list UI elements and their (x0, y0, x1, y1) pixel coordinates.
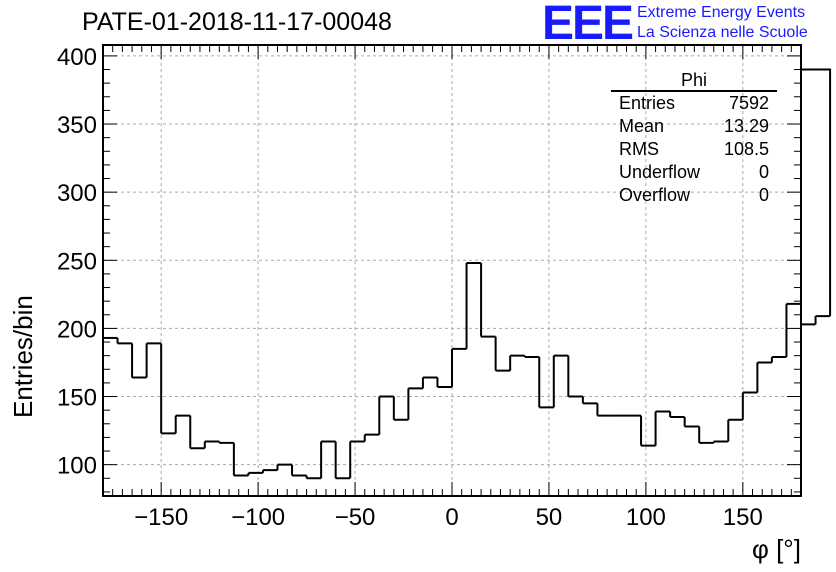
x-axis-label: φ [°] (752, 534, 801, 564)
y-axis-label: Entries/bin (8, 295, 38, 418)
histogram-bars (103, 68, 832, 480)
stats-row-overflow: Overflow 0 (611, 184, 777, 207)
chart-title: PATE-01-2018-11-17-00048 (82, 8, 392, 36)
x-tick-label: −100 (231, 504, 285, 531)
stats-label: Overflow (619, 185, 691, 205)
stats-value: 7592 (728, 93, 769, 113)
y-tick-label: 350 (57, 112, 97, 139)
histogram-bin (160, 343, 176, 435)
histogram-bin (436, 377, 452, 388)
histogram-bin (276, 463, 293, 471)
y-tick-labels: 100 150 200 250 300 350 400 (57, 44, 97, 480)
histogram-bin (203, 440, 220, 449)
stats-row-mean: Mean 13.29 (611, 115, 777, 138)
histogram-bin (189, 415, 205, 450)
x-tick-label: 50 (536, 504, 563, 531)
histogram-bin (232, 442, 249, 477)
stats-row-rms: RMS 108.5 (611, 138, 777, 161)
axis-ticks (103, 45, 801, 496)
histogram-bin (174, 414, 191, 434)
histogram-bin (538, 357, 554, 409)
histogram-bin (334, 441, 351, 480)
histogram-bin (640, 415, 656, 447)
histogram-bin (741, 391, 758, 420)
stats-box: Phi Entries 7592 Mean 13.29 RMS 108.5 Un… (611, 70, 777, 207)
stats-value: 0 (758, 162, 769, 182)
histogram-bin (392, 396, 409, 421)
histogram-bin (581, 396, 598, 405)
histogram-bin (421, 376, 438, 389)
histogram-bin (131, 343, 147, 379)
histogram-bin (247, 471, 263, 476)
y-tick-label: 200 (57, 316, 97, 343)
x-tick-label: 150 (723, 504, 763, 531)
histogram-bin (218, 441, 234, 444)
histogram-bin (800, 303, 816, 326)
histogram-bin (407, 387, 423, 420)
x-tick-label: −150 (134, 504, 188, 531)
histogram-bin (654, 410, 671, 446)
logo-caption-line1: Extreme Energy Events (637, 4, 806, 21)
histogram-bin (480, 263, 496, 338)
histogram-bin (320, 440, 336, 479)
y-tick-label: 150 (57, 385, 97, 412)
histogram-bin (785, 302, 801, 358)
x-tick-label: 100 (626, 504, 666, 531)
histogram-bin (712, 440, 729, 443)
eee-logo: EEE (542, 0, 634, 50)
histogram-bin (494, 336, 511, 372)
histogram-bin (349, 440, 365, 479)
x-tick-labels: −150 −100 −50 0 50 100 150 (134, 504, 763, 531)
histogram-bin (116, 337, 133, 345)
histogram-bin (363, 433, 380, 442)
histogram-bin (145, 342, 162, 378)
y-tick-label: 100 (57, 453, 97, 480)
histogram-bin (509, 354, 525, 371)
y-tick-label: 300 (57, 180, 97, 207)
stats-value: 108.5 (723, 139, 769, 159)
stats-row-entries: Entries 7592 (611, 92, 777, 115)
histogram-bin (698, 426, 714, 444)
stats-row-underflow: Underflow 0 (611, 161, 777, 184)
x-tick-label: 0 (445, 504, 458, 531)
histogram-bin (756, 361, 772, 393)
y-tick-label: 400 (57, 44, 97, 71)
histogram-bin (305, 475, 322, 480)
histogram-bin (567, 355, 583, 398)
logo-caption: Extreme Energy Events La Scienza nelle S… (637, 3, 808, 43)
histogram-bin (669, 411, 685, 418)
histogram-bin (727, 418, 743, 442)
histogram-bin (465, 262, 482, 349)
stats-box-title: Phi (611, 70, 777, 92)
stats-label: Entries (619, 93, 676, 113)
histogram-bin (801, 68, 832, 317)
stats-value: 13.29 (723, 116, 769, 136)
y-tick-label: 250 (57, 248, 97, 275)
histogram-bin (261, 469, 278, 473)
histogram-bin (770, 356, 787, 363)
histogram-bin (814, 315, 831, 325)
stats-label: Mean (619, 116, 665, 136)
logo-caption-line2: La Scienza nelle Scuole (637, 24, 808, 41)
histogram-bin (378, 395, 394, 435)
histogram-bin (683, 416, 700, 428)
histogram-bin (523, 355, 540, 359)
histogram-bin (552, 354, 569, 408)
histogram-bin (291, 464, 307, 477)
x-tick-label: −50 (335, 504, 376, 531)
stats-label: Underflow (619, 162, 701, 182)
stats-value: 0 (758, 185, 769, 205)
histogram-bin (596, 403, 612, 417)
histogram-bin (451, 347, 467, 387)
stats-label: RMS (619, 139, 659, 159)
